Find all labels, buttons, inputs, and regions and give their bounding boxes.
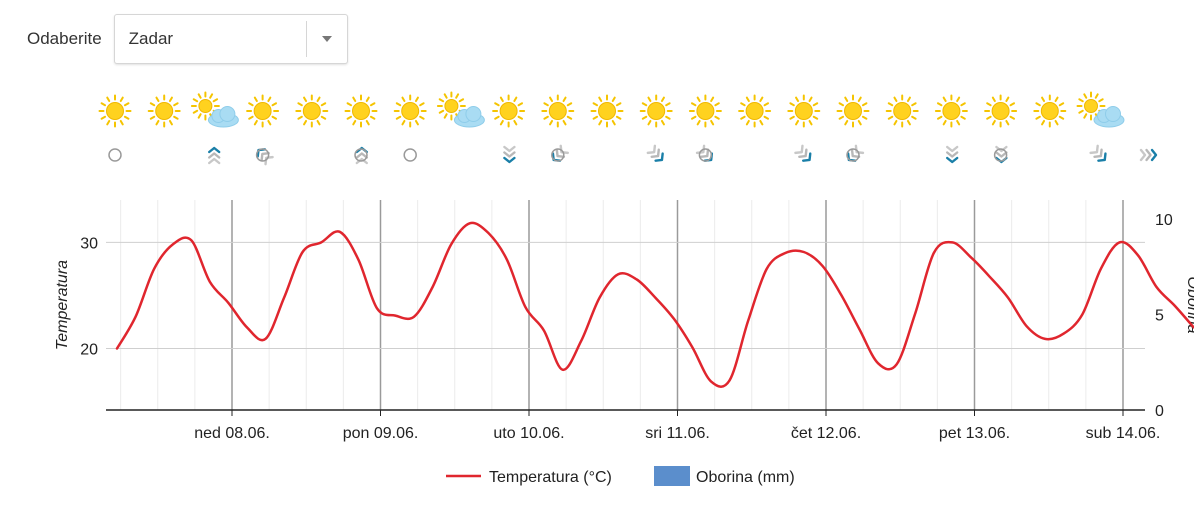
calm-wind-icon (846, 148, 860, 162)
wind-south-east-icon (1089, 144, 1107, 162)
sun-icon (836, 94, 870, 128)
calm-wind-icon (993, 148, 1008, 162)
calm-wind-icon (403, 148, 417, 162)
sun-icon (147, 94, 181, 128)
x-axis-ticks: ned 08.06. pon 09.06. uto 10.06. sri 11.06.… (194, 410, 1160, 442)
sun-icon (934, 94, 968, 128)
wind-north-icon (207, 146, 221, 165)
y-axis-right-ticks: 0 5 10 (1155, 212, 1173, 420)
sun-icon (639, 94, 673, 128)
sun-icon (885, 94, 919, 128)
wind-south-east-icon (646, 144, 664, 162)
sun-icon (344, 94, 378, 128)
x-tick-label: ned 08.06. (194, 425, 270, 442)
y-left-tick-label: 30 (80, 235, 98, 252)
calm-wind-icon (255, 148, 270, 162)
location-select-label: Odaberite (27, 29, 102, 48)
sun-icon (984, 94, 1018, 128)
y-axis-left-title: Temperatura (54, 260, 71, 350)
y-right-tick-label: 5 (1155, 308, 1164, 325)
wind-east-icon (1139, 148, 1158, 162)
temperature-series-line (115, 221, 1194, 388)
weather-icons-row (98, 91, 1125, 128)
location-select[interactable]: Zadar (113, 14, 348, 64)
wind-south-icon (503, 145, 516, 164)
y-right-tick-label: 0 (1155, 403, 1164, 420)
wind-south-east-icon (794, 144, 812, 162)
location-select-value: Zadar (128, 29, 174, 48)
y-axis-right-title: Oborina (1184, 277, 1194, 334)
partly-cloudy-icon (1076, 91, 1125, 128)
sun-icon (541, 94, 575, 128)
partly-cloudy-icon (190, 91, 239, 128)
x-tick-label: sub 14.06. (1086, 425, 1161, 442)
sun-icon (492, 94, 526, 128)
minor-gridlines (120, 200, 1124, 410)
calm-wind-icon (108, 148, 122, 162)
legend-item-temperature[interactable]: Temperatura (°C) (446, 469, 612, 486)
calm-wind-icon (354, 148, 368, 162)
x-tick-label: pon 09.06. (343, 425, 419, 442)
x-tick-label: sri 11.06. (645, 425, 710, 442)
legend-temperature-label: Temperatura (°C) (489, 469, 612, 486)
sun-icon (246, 94, 280, 128)
sun-icon (787, 94, 821, 128)
legend: Temperatura (°C) Oborina (mm) (446, 466, 795, 486)
horizontal-gridlines (106, 241, 1145, 349)
major-gridlines (231, 200, 1124, 410)
select-divider (305, 21, 307, 57)
location-selector-row: Odaberite Zadar (27, 14, 348, 64)
wind-icons-row (108, 144, 1158, 166)
sun-icon (295, 94, 329, 128)
x-tick-label: uto 10.06. (493, 425, 564, 442)
legend-precipitation-swatch (654, 466, 690, 486)
sun-icon (590, 94, 624, 128)
chevron-down-icon[interactable] (307, 15, 347, 63)
sun-icon (98, 94, 132, 128)
x-tick-label: čet 12.06. (791, 425, 861, 442)
calm-wind-icon (551, 148, 565, 162)
legend-precipitation-label: Oborina (mm) (696, 469, 795, 486)
sun-icon (1033, 94, 1067, 128)
sun-icon (393, 94, 427, 128)
sun-icon (688, 94, 722, 128)
wind-south-icon (946, 145, 959, 164)
y-right-tick-label: 10 (1155, 212, 1173, 229)
legend-item-precipitation[interactable]: Oborina (mm) (654, 466, 795, 486)
y-left-tick-label: 20 (80, 341, 98, 358)
partly-cloudy-icon (436, 91, 485, 128)
x-tick-label: pet 13.06. (939, 425, 1010, 442)
sun-icon (738, 94, 772, 128)
calm-wind-icon (698, 148, 713, 162)
